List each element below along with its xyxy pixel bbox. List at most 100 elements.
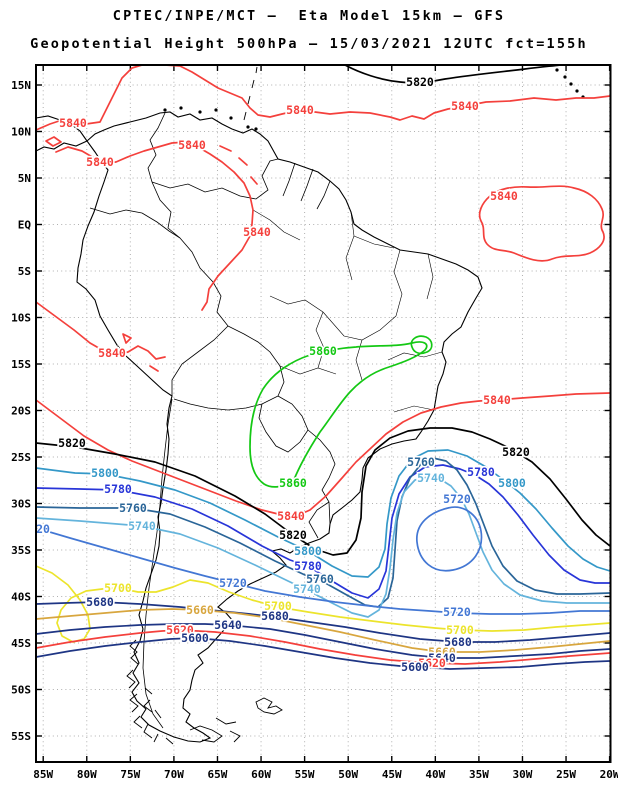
contour-label-5720: 5720 (443, 605, 471, 619)
island-dot (229, 116, 233, 120)
lon-tick-label: 60W (251, 768, 271, 781)
lon-tick-label: 25W (556, 768, 576, 781)
island-dot (563, 75, 567, 79)
contour-line-5640 (36, 623, 611, 659)
contour-label-5840: 5840 (451, 99, 479, 113)
contour-line-5840 (36, 65, 611, 131)
contour-label-5860: 5860 (279, 476, 307, 490)
island-dot (179, 106, 183, 110)
country-border (316, 180, 331, 210)
contour-label-5840: 5840 (490, 189, 518, 203)
coastal-detail (243, 111, 247, 121)
lon-tick-label: 20W (600, 768, 618, 781)
contour-label-5840: 5840 (59, 116, 87, 130)
contour-label-5860: 5860 (309, 344, 337, 358)
lat-tick-label: 20S (11, 405, 31, 418)
lat-tick-label: 35S (11, 544, 31, 557)
coastal-detail (129, 693, 139, 713)
contour-label-5840: 5840 (483, 393, 511, 407)
contour-label-5800: 5800 (91, 466, 119, 480)
coastal-detail (189, 725, 223, 743)
contour-label-5840: 5840 (86, 155, 114, 169)
lat-tick-label: 40S (11, 591, 31, 604)
contour-label-5720: 5720 (443, 492, 471, 506)
country-border (173, 395, 279, 411)
island-dot (246, 125, 250, 129)
country-border (147, 112, 166, 183)
lat-tick-label: 10N (11, 126, 31, 139)
lon-tick-label: 75W (120, 768, 140, 781)
central-america-coastline (36, 115, 88, 142)
contour-line-5860 (249, 341, 428, 488)
central-america-coastline (36, 140, 88, 152)
contour-label-5840: 5840 (178, 138, 206, 152)
contour-line-5840 (122, 333, 132, 344)
map-frame (35, 64, 612, 763)
lon-tick-label: 80W (77, 768, 97, 781)
contour-line-5700 (36, 565, 611, 643)
lon-tick-label: 55W (295, 768, 315, 781)
contour-label-5820: 5820 (58, 436, 86, 450)
lon-tick-label: 85W (33, 768, 53, 781)
contour-label-5640: 5640 (214, 618, 242, 632)
contour-line-5620 (36, 629, 611, 665)
coastal-detail (154, 709, 162, 719)
contour-line-5840 (238, 157, 248, 166)
contour-label-5820: 5820 (279, 528, 307, 542)
lat-tick-label: 10S (11, 312, 31, 325)
island-dot (163, 108, 167, 112)
lon-tick-label: 65W (208, 768, 228, 781)
coastal-detail (255, 66, 258, 74)
country-border (308, 501, 330, 539)
state-border (426, 253, 434, 300)
coastal-detail (229, 730, 241, 743)
contour-label-5760: 5760 (306, 572, 334, 586)
contour-label-5840: 5840 (243, 225, 271, 239)
contour-label-5740: 5740 (293, 582, 321, 596)
lon-tick-label: 45W (382, 768, 402, 781)
lat-tick-label: 5S (18, 265, 31, 278)
contour-line-5840 (219, 145, 232, 152)
country-border (282, 162, 296, 197)
country-border (141, 212, 181, 239)
lat-tick-label: 50S (11, 684, 31, 697)
geography-layer (36, 66, 585, 745)
lon-tick-label: 50W (338, 768, 358, 781)
contour-label-5680: 5680 (444, 635, 472, 649)
contour-label-5800: 5800 (498, 476, 526, 490)
contour-line-5840 (36, 301, 166, 360)
lon-tick-label: 40W (425, 768, 445, 781)
contour-line-5860 (410, 335, 433, 355)
contour-line-5840 (478, 185, 605, 262)
country-border (142, 398, 173, 729)
contour-line-5600 (36, 637, 611, 670)
contour-line-5740 (36, 476, 611, 618)
country-border (171, 325, 229, 396)
contour-line-5720 (416, 506, 483, 572)
contour-line-5680 (36, 601, 611, 643)
country-border (227, 325, 285, 397)
coastal-detail (251, 79, 255, 89)
contour-line-5840 (149, 365, 159, 372)
state-border (269, 295, 324, 313)
lon-tick-label: 30W (513, 768, 533, 781)
state-border (279, 365, 337, 375)
contour-label-5700: 5700 (104, 581, 132, 595)
state-border (353, 235, 395, 249)
contour-label-5840: 5840 (277, 509, 305, 523)
country-border (258, 395, 309, 453)
contour-line-5780 (36, 464, 611, 599)
island-dot (254, 127, 258, 131)
lat-tick-label: 25S (11, 451, 31, 464)
state-border (393, 249, 403, 317)
lon-tick-label: 70W (164, 768, 184, 781)
country-border (307, 429, 336, 525)
contour-line-5760 (36, 457, 611, 608)
contour-label-5840: 5840 (286, 103, 314, 117)
contour-label-5780: 5780 (104, 482, 132, 496)
contour-line-5720 (36, 527, 611, 615)
contour-line-5820 (36, 427, 611, 556)
coastal-detail (247, 95, 251, 105)
